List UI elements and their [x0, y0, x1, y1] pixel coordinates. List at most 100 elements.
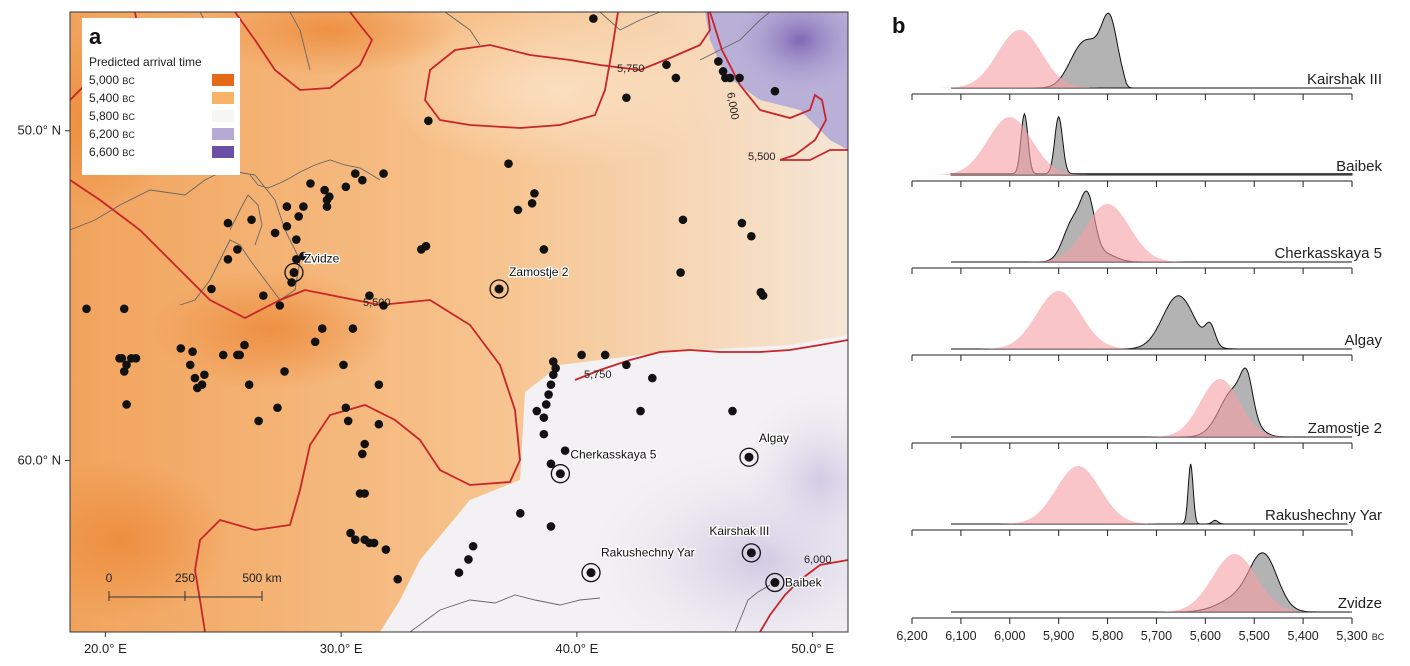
panel-a-label: a [89, 24, 102, 49]
legend-unit: BC [122, 148, 135, 158]
site-dot [310, 337, 320, 347]
site-dot [374, 419, 384, 429]
contour-label: 6,000 [724, 91, 741, 120]
ridge-site-label: Zvidze [1338, 595, 1382, 612]
site-dot [254, 416, 263, 426]
site-dot [555, 469, 565, 479]
contour-labels: 5,750 6,000 5,500 5,500 5,750 6,000 [363, 63, 832, 566]
site-dot [379, 169, 388, 178]
site-dot [544, 390, 553, 399]
site-dot [374, 380, 384, 389]
site-dot [176, 344, 186, 353]
site-dot [549, 370, 558, 380]
site-dot [468, 541, 478, 551]
contour-5500-north-line [234, 12, 374, 91]
site-dot [339, 360, 348, 370]
site-dot [504, 159, 513, 169]
contour-label: 5,750 [584, 369, 612, 381]
contour-label: 5,750 [617, 63, 645, 75]
legend-swatch [212, 74, 234, 86]
legend-value: 5,800 BC [89, 109, 135, 123]
scale-label: 250 [175, 571, 195, 585]
site-label: Rakushechny Yar [601, 546, 695, 560]
scale-bar: 0 250 500 km [106, 571, 282, 601]
contour-lines [70, 12, 848, 632]
contour-5500-line [70, 179, 521, 632]
site-dot [369, 538, 379, 548]
site-dot [218, 350, 228, 360]
site-dot [744, 452, 754, 462]
site-dot [513, 205, 523, 215]
site-dot [636, 406, 645, 416]
highlighted-site: Zamostje 2 [489, 264, 570, 299]
site-label: Kairshak III [709, 524, 769, 538]
site-dot [82, 304, 91, 314]
legend-item: 6,200 BC [89, 127, 234, 141]
site-dot [577, 350, 586, 360]
contour-6000-north-line [709, 12, 848, 161]
site-dot [770, 86, 780, 96]
legend-value: 5,400 BC [89, 91, 135, 105]
highlighted-site: Algay [739, 430, 790, 467]
highlighted-site: Cherkasskaya 5 [550, 446, 658, 484]
site-dot [541, 400, 551, 409]
site-dot [747, 231, 756, 241]
site-label: Zvidze [304, 252, 340, 266]
ridge-row: Kairshak III [911, 12, 1384, 100]
site-dot [735, 73, 744, 83]
ridge-x-tick-label: 5,600 [1190, 629, 1221, 643]
ridge-x-tick-label: 5,900 [1043, 629, 1074, 643]
site-dot [240, 340, 249, 350]
prior-density [1141, 379, 1299, 437]
legend-unit: BC [122, 76, 135, 86]
site-dot [341, 182, 351, 192]
contour-6000-south-line [759, 559, 848, 632]
y-tick-label: 50.0° N [17, 123, 61, 138]
highlighted-site: Rakushechny Yar [581, 544, 696, 583]
map-pale-area [380, 12, 740, 170]
site-dot [343, 416, 353, 426]
legend-swatch [212, 110, 234, 122]
site-dot [350, 169, 360, 178]
legend-swatch [212, 92, 234, 104]
site-dot [539, 413, 549, 422]
ridge-site-label: Algay [1344, 332, 1382, 349]
site-dot [190, 373, 200, 383]
site-dot [622, 93, 631, 103]
x-tick-label: 50.0° E [791, 641, 834, 656]
site-dot [770, 578, 780, 588]
site-dot [299, 251, 308, 261]
highlighted-sites: Zvidze Zamostje 2 Cherkasskaya 5 Algay Kairs… [284, 250, 824, 593]
site-ring [550, 464, 571, 484]
site-dots [82, 14, 780, 584]
contour-5750-north-line [424, 12, 711, 129]
prior-density [1156, 554, 1313, 612]
ridge-site-label: Rakushechny Yar [1265, 507, 1382, 524]
site-dot [676, 268, 685, 277]
site-dot [322, 195, 332, 205]
site-dot [714, 57, 723, 66]
legend-swatch [212, 128, 234, 140]
legend-unit: BC [122, 112, 135, 122]
site-dot [244, 380, 254, 389]
legend-items: 5,000 BC 5,400 BC 5,800 BC 6,200 BC 6,600 BC [89, 73, 234, 159]
site-dot [586, 568, 596, 578]
site-dot [464, 555, 473, 564]
site-dot [282, 222, 292, 231]
site-label: Baibek [785, 576, 823, 590]
site-dot [737, 218, 747, 228]
site-dot [223, 255, 233, 264]
site-dot [532, 406, 542, 416]
contour-label: 5,500 [748, 151, 776, 163]
contour-5750-east-line [574, 339, 848, 381]
ridge-row: Cherkasskaya 5 [911, 190, 1384, 274]
site-dot [282, 202, 292, 211]
ridge-x-tick-label: 6,200 [896, 629, 927, 643]
site-dot [119, 304, 129, 314]
site-label: Cherkasskaya 5 [570, 448, 656, 462]
site-dot [207, 284, 216, 294]
map-dark-purple-area [730, 12, 848, 95]
site-dot [539, 429, 549, 439]
panel-b-label: b [892, 13, 905, 38]
ridge-x-unit: BC [1372, 632, 1385, 642]
